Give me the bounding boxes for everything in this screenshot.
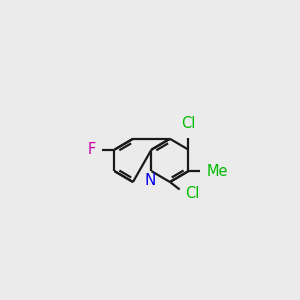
Text: N: N bbox=[145, 173, 156, 188]
Text: Me: Me bbox=[207, 164, 228, 178]
Text: Cl: Cl bbox=[181, 116, 196, 131]
Text: Cl: Cl bbox=[185, 186, 199, 201]
Text: F: F bbox=[88, 142, 96, 157]
